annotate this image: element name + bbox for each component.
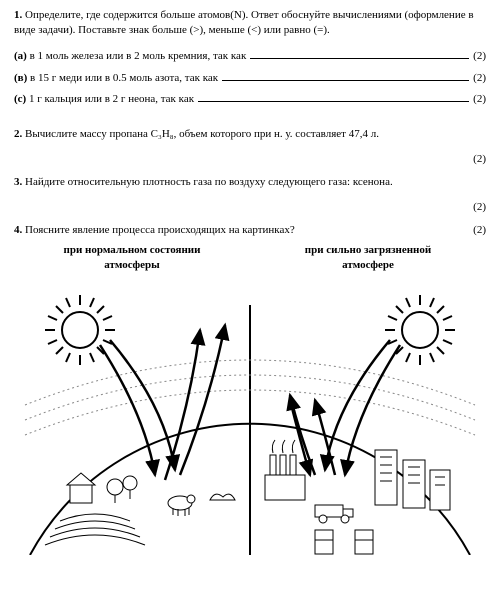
q1-num: 1.	[14, 9, 22, 21]
question-4: 4. Поясните явление процесса происходящи…	[14, 223, 486, 238]
diagram-right-l1: при сильно загрязненной	[305, 244, 431, 256]
q4-pts: (2)	[473, 223, 486, 238]
q4-text: Поясните явление процесса происходящих н…	[25, 224, 295, 236]
question-3: 3. Найдите относительную плотность газа …	[14, 175, 486, 190]
diagram-right-label: при сильно загрязненной атмосфере	[255, 243, 482, 273]
q1c-text: 1 г кальция или в 2 г неона, так как	[29, 93, 194, 105]
q1b-blank	[222, 70, 469, 81]
question-2: 2. Вычислите массу пропана C₃H₈, объем к…	[14, 127, 486, 142]
q1a-label: (а)	[14, 50, 27, 62]
q2-num: 2.	[14, 128, 22, 140]
diagram-left-l1: при нормальном состоянии	[64, 244, 201, 256]
q1a-pts: (2)	[473, 49, 486, 64]
q1-sub-c: (с) 1 г кальция или в 2 г неона, так как…	[14, 91, 486, 107]
q3-pts: (2)	[14, 200, 486, 215]
diagram-svg	[15, 275, 485, 555]
q2-pts: (2)	[14, 152, 486, 167]
q1c-label: (с)	[14, 93, 26, 105]
q3-text: Найдите относительную плотность газа по …	[25, 176, 393, 188]
q1-sub-b: (в) в 15 г меди или в 0.5 моль азота, та…	[14, 70, 486, 86]
q1b-label: (в)	[14, 72, 27, 84]
q1c-blank	[198, 91, 469, 102]
greenhouse-diagram	[15, 275, 485, 555]
q4-num: 4.	[14, 224, 22, 236]
q1a-text: в 1 моль железа или в 2 моль кремния, та…	[30, 50, 247, 62]
right-sun	[385, 295, 455, 365]
diagram-left-label: при нормальном состоянии атмосферы	[19, 243, 246, 273]
q1b-text: в 15 г меди или в 0.5 моль азота, так ка…	[30, 72, 218, 84]
q1c-pts: (2)	[473, 92, 486, 107]
q1a-blank	[250, 48, 469, 59]
q3-num: 3.	[14, 176, 22, 188]
left-sun	[45, 295, 115, 365]
q1-text: Определите, где содержится больше атомов…	[14, 9, 474, 36]
q1b-pts: (2)	[473, 71, 486, 86]
question-1: 1. Определите, где содержится больше ато…	[14, 8, 486, 38]
diagram-right-l2: атмосфере	[342, 259, 394, 271]
diagram-left-l2: атмосферы	[104, 259, 159, 271]
q2-text: Вычислите массу пропана C₃H₈, объем кото…	[25, 128, 379, 140]
diagram-labels: при нормальном состоянии атмосферы при с…	[14, 243, 486, 273]
q1-sub-a: (а) в 1 моль железа или в 2 моль кремния…	[14, 48, 486, 64]
